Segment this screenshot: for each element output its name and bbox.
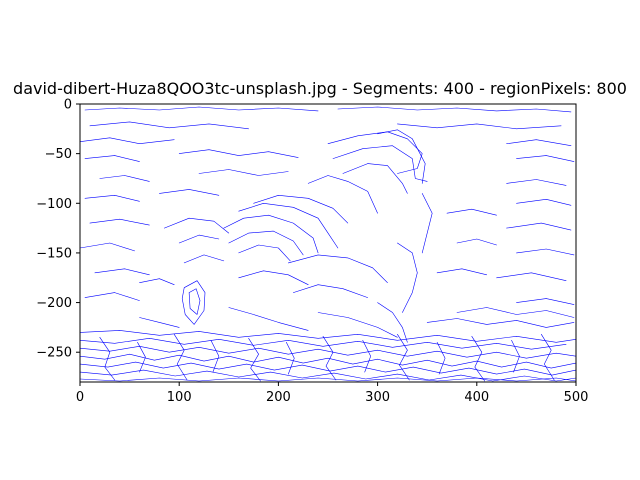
contour-line-43 [139, 317, 180, 328]
contour-line-55 [248, 337, 261, 382]
x-tick-label: 0 [76, 390, 84, 405]
contour-line-21 [332, 145, 428, 182]
x-tick-label: 300 [365, 390, 390, 405]
x-tick-label: 200 [266, 390, 291, 405]
contour-line-50 [79, 361, 577, 376]
contour-line-29 [238, 244, 291, 262]
contour-line-49 [79, 353, 577, 369]
contour-line-70 [198, 169, 289, 176]
y-tick-label: −200 [36, 296, 72, 311]
contour-line-69 [446, 208, 497, 216]
contour-line-7 [516, 155, 575, 162]
contour-line-68 [456, 238, 497, 246]
contour-line-46 [79, 330, 577, 343]
contour-line-67 [436, 268, 488, 276]
contour-line-47 [79, 337, 567, 350]
y-tick-label: −50 [45, 147, 72, 162]
contour-line-42 [228, 307, 309, 331]
plot-area [79, 103, 577, 383]
y-tick-label: 0 [64, 98, 72, 113]
contour-line-39 [397, 242, 418, 313]
contour-line-16 [94, 268, 150, 276]
contour-line-45 [426, 318, 575, 328]
contour-line-41 [317, 312, 398, 338]
contour-line-38 [377, 302, 408, 343]
contour-line-63 [362, 339, 372, 373]
contour-line-54 [173, 333, 188, 381]
contour-line-5 [506, 139, 572, 146]
contour-line-60 [137, 341, 146, 373]
contour-line-6 [84, 155, 140, 162]
contour-line-65 [511, 339, 520, 373]
contour-line-30 [164, 217, 230, 234]
contour-line-37 [188, 288, 201, 315]
x-tick-label: 100 [167, 390, 192, 405]
contour-line-48 [79, 345, 577, 359]
contour-line-52 [79, 377, 577, 382]
contour-line-9 [506, 179, 567, 186]
contour-line-57 [397, 333, 410, 381]
contour-line-8 [99, 175, 150, 182]
contour-line-51 [79, 369, 577, 382]
contour-line-22 [377, 129, 426, 184]
contour-line-36 [181, 280, 206, 325]
contour-line-10 [84, 195, 140, 202]
contour-line-14 [79, 242, 135, 252]
contour-line-53 [99, 336, 115, 381]
x-axis: 0 100 200 300 400 500 [76, 382, 589, 405]
contour-line-44 [456, 307, 575, 318]
contour-line-17 [496, 272, 567, 282]
contour-line-13 [506, 222, 572, 231]
axes-frame [79, 103, 577, 383]
contour-line-26 [238, 203, 339, 249]
contour-line-66 [139, 278, 175, 286]
contour-line-71 [178, 149, 299, 158]
contour-line-15 [516, 248, 575, 256]
contour-line-20 [327, 131, 423, 174]
contour-line-58 [471, 335, 486, 382]
y-axis: 0 −50 −100 −150 −200 −250 [36, 98, 80, 361]
contour-line-35 [292, 284, 369, 298]
contour-line-34 [238, 270, 309, 286]
x-tick-label: 400 [464, 390, 489, 405]
contour-line-56 [322, 335, 337, 381]
y-tick-label: −150 [36, 246, 72, 261]
contour-line-0 [84, 106, 319, 112]
contour-line-2 [89, 121, 249, 130]
contour-line-19 [516, 298, 575, 305]
contour-line-24 [307, 175, 378, 214]
contour-line-62 [285, 341, 295, 375]
contour-line-23 [342, 163, 408, 194]
contour-line-11 [516, 199, 572, 206]
contour-line-28 [228, 230, 304, 256]
contour-line-12 [89, 218, 150, 226]
x-tick-label: 500 [564, 390, 589, 405]
contour-line-31 [178, 234, 220, 244]
contour-lines [79, 106, 577, 382]
contour-line-72 [159, 189, 220, 196]
y-tick-label: −100 [36, 197, 72, 212]
contour-line-59 [540, 333, 555, 381]
contour-line-18 [84, 292, 140, 301]
contour-line-32 [183, 254, 225, 264]
contour-line-61 [210, 339, 220, 373]
contour-line-40 [421, 193, 433, 254]
contour-line-4 [79, 137, 175, 144]
contour-line-25 [253, 195, 349, 224]
contour-line-3 [397, 123, 562, 130]
contour-line-64 [436, 341, 446, 375]
contour-line-27 [223, 214, 319, 254]
y-tick-label: −250 [36, 346, 72, 361]
chart-title: david-dibert-Huza8QOO3tc-unsplash.jpg - … [13, 79, 627, 98]
contour-line-33 [287, 254, 388, 284]
contour-line-1 [337, 106, 572, 113]
